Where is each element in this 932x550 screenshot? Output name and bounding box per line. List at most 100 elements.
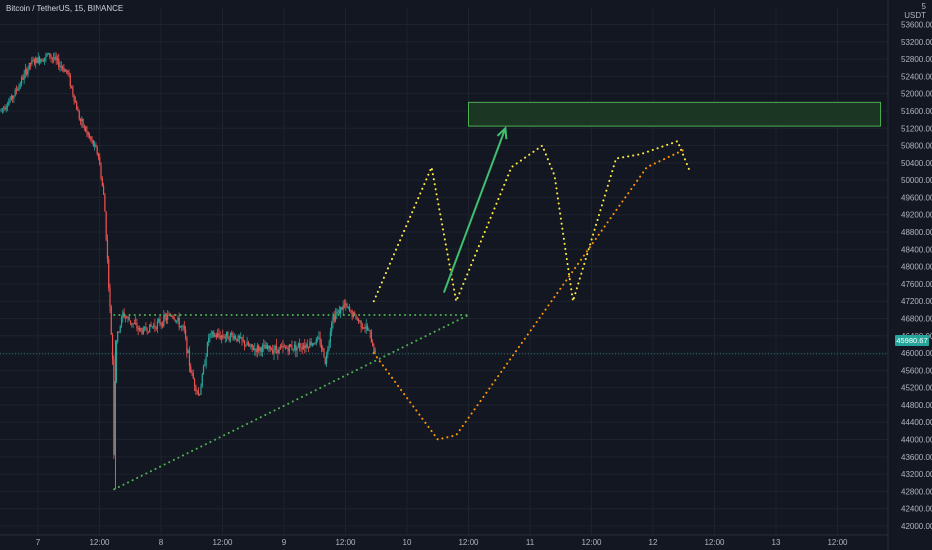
candle-body bbox=[327, 349, 329, 355]
candle-body bbox=[296, 346, 298, 351]
candle-body bbox=[142, 328, 144, 334]
y-tick-label: 51600.00 bbox=[901, 107, 932, 116]
candle-body bbox=[270, 349, 273, 351]
candle-body bbox=[310, 341, 312, 346]
candle-body bbox=[282, 346, 284, 347]
candle-body bbox=[286, 347, 288, 349]
price-axis[interactable]: 42000.00 42400.00 42800.00 43200.00 43600.00… bbox=[887, 0, 932, 550]
y-tick-label: 53600.00 bbox=[901, 21, 932, 30]
candle-body bbox=[185, 329, 187, 337]
candle-body bbox=[337, 310, 339, 313]
x-tick-label: 12:00 bbox=[581, 538, 602, 547]
candle-body bbox=[170, 315, 173, 317]
candle-body bbox=[146, 330, 148, 332]
candle-body bbox=[181, 326, 183, 327]
candle-body bbox=[79, 119, 82, 122]
x-tick-label: 13 bbox=[772, 538, 781, 547]
x-tick-label: 7 bbox=[36, 538, 41, 547]
candle-body bbox=[172, 316, 174, 318]
candle-body bbox=[4, 107, 6, 110]
candle-body bbox=[263, 344, 265, 347]
candle-body bbox=[209, 333, 211, 339]
candle-body bbox=[42, 60, 44, 62]
candle-body bbox=[338, 310, 340, 314]
candle-body bbox=[208, 338, 210, 343]
candle-body bbox=[132, 323, 134, 325]
candle-body bbox=[32, 60, 34, 61]
candle-body bbox=[364, 327, 366, 329]
x-tick-label: 12:00 bbox=[89, 538, 110, 547]
time-axis[interactable]: 7 12:00 8 12:00 9 12:00 10 12:00 11 12:00 12 12:00 1… bbox=[0, 534, 888, 547]
candle-body bbox=[87, 131, 89, 135]
candle-body bbox=[191, 372, 193, 374]
candle-body bbox=[129, 320, 132, 323]
candle-body bbox=[236, 338, 238, 342]
candle-body bbox=[237, 336, 239, 342]
candle-body bbox=[283, 346, 285, 348]
candle-body bbox=[178, 317, 180, 328]
candle-body bbox=[251, 344, 253, 348]
candle-body bbox=[168, 314, 170, 316]
candle-body bbox=[195, 385, 197, 391]
candle-body bbox=[53, 58, 55, 60]
candle-body bbox=[26, 69, 28, 75]
y-tick-label: 42800.00 bbox=[901, 487, 932, 496]
candle-body bbox=[70, 86, 73, 88]
candle-body bbox=[316, 338, 319, 340]
drawing-overlays bbox=[113, 126, 691, 491]
candle-body bbox=[229, 333, 232, 341]
candle-body bbox=[179, 326, 182, 328]
candle-body bbox=[246, 342, 248, 346]
candle-body bbox=[315, 339, 317, 344]
candle-body bbox=[325, 354, 328, 364]
currency-unit: USDT bbox=[904, 11, 926, 20]
candle-body bbox=[217, 333, 219, 337]
y-tick-label: 43600.00 bbox=[901, 453, 932, 462]
candle-body bbox=[151, 326, 153, 328]
candle-body bbox=[255, 348, 257, 352]
candle-body bbox=[363, 327, 365, 329]
candle-body bbox=[69, 75, 71, 87]
candle-body bbox=[14, 89, 16, 96]
candle-body bbox=[240, 337, 242, 339]
candle-body bbox=[131, 322, 133, 325]
candle-body bbox=[19, 84, 21, 86]
candle-body bbox=[186, 336, 188, 353]
candle-body bbox=[6, 105, 9, 108]
candle-body bbox=[250, 344, 252, 346]
candle-body bbox=[365, 326, 367, 329]
y-tick-label: 52000.00 bbox=[901, 90, 932, 99]
candle-body bbox=[252, 347, 255, 351]
candle-body bbox=[36, 57, 38, 64]
candle-body bbox=[58, 58, 60, 68]
candle-body bbox=[109, 287, 111, 307]
candle-body bbox=[141, 330, 143, 334]
candle-body bbox=[49, 53, 51, 57]
candle-body bbox=[73, 94, 75, 102]
candle-body bbox=[50, 56, 52, 58]
y-tick-label: 48400.00 bbox=[901, 245, 932, 254]
candle-body bbox=[190, 365, 192, 373]
candle-body bbox=[218, 333, 220, 336]
candle-body bbox=[318, 337, 320, 339]
candle-body bbox=[147, 331, 150, 333]
candle-body bbox=[144, 327, 146, 329]
candle-body bbox=[254, 348, 256, 351]
candle-body bbox=[37, 57, 39, 64]
y-tick-label: 44800.00 bbox=[901, 401, 932, 410]
candle-body bbox=[345, 303, 347, 306]
candle-body bbox=[5, 107, 7, 110]
candle-body bbox=[1, 108, 3, 110]
bullish-arrow-head bbox=[496, 126, 508, 140]
candle-body bbox=[305, 344, 307, 348]
candle-body bbox=[314, 343, 316, 345]
candle-body bbox=[173, 317, 175, 320]
candle-body bbox=[245, 345, 247, 347]
candle-body bbox=[291, 346, 293, 350]
y-tick-label: 44000.00 bbox=[901, 436, 932, 445]
candle-body bbox=[65, 69, 68, 71]
candle-body bbox=[234, 336, 237, 339]
candle-body bbox=[349, 306, 351, 311]
candle-body bbox=[342, 304, 344, 310]
